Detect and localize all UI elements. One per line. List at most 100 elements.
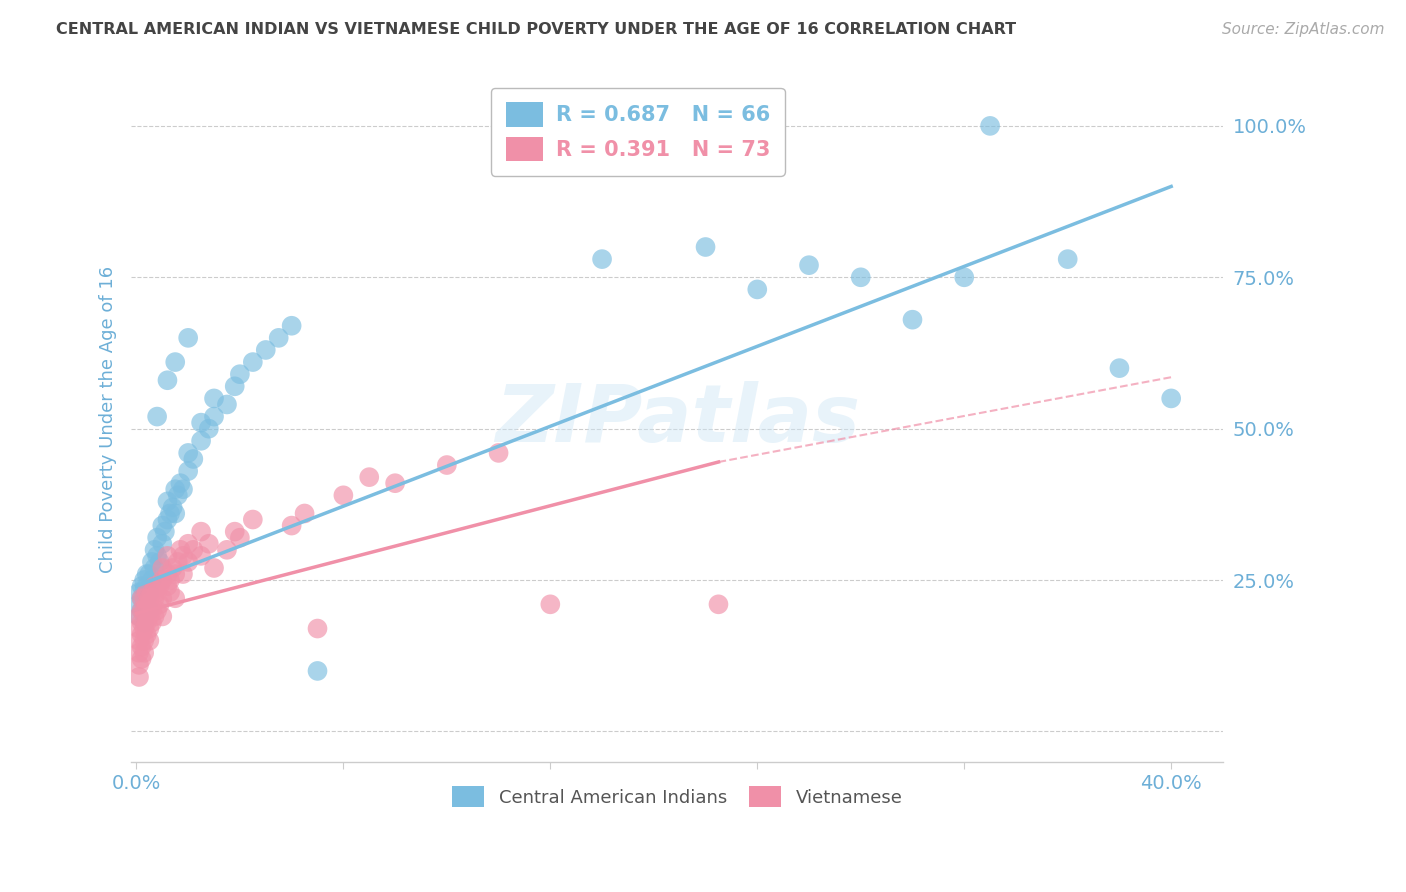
Point (384, 476, 406, 491)
Point (156, 567, 179, 582)
Point (150, 518, 173, 533)
Point (156, 579, 179, 593)
Point (162, 500, 184, 515)
Point (901, 312, 924, 326)
Point (177, 555, 200, 569)
Point (165, 355, 187, 369)
Point (138, 633, 160, 648)
Point (1056, 252, 1078, 266)
Point (128, 585, 150, 599)
Point (169, 542, 191, 557)
Point (1108, 361, 1130, 376)
Point (138, 622, 160, 636)
Point (143, 591, 166, 606)
Point (134, 603, 156, 617)
Point (150, 573, 173, 587)
Point (695, 240, 717, 254)
Point (177, 446, 200, 460)
Point (146, 585, 169, 599)
Point (159, 585, 181, 599)
Point (135, 579, 157, 593)
Point (131, 603, 153, 617)
Point (134, 615, 156, 630)
Point (215, 397, 238, 411)
Point (141, 603, 163, 617)
Point (150, 609, 173, 624)
Point (134, 585, 156, 599)
Point (169, 476, 191, 491)
Point (141, 615, 163, 630)
Point (138, 603, 160, 617)
Point (280, 318, 302, 333)
Point (134, 633, 156, 648)
Point (280, 518, 302, 533)
Point (198, 422, 221, 436)
Point (224, 524, 246, 539)
Point (591, 252, 613, 266)
Point (141, 573, 163, 587)
Point (134, 646, 156, 660)
Point (138, 567, 160, 582)
Point (131, 603, 153, 617)
Point (156, 512, 179, 526)
Point (707, 597, 730, 611)
Point (150, 561, 173, 575)
Point (131, 640, 153, 654)
Point (165, 591, 187, 606)
Point (202, 392, 225, 406)
Point (143, 579, 166, 593)
Point (229, 367, 252, 381)
Point (138, 591, 160, 606)
Point (190, 549, 212, 563)
Point (135, 627, 157, 641)
Point (150, 591, 173, 606)
Point (202, 561, 225, 575)
Legend: Central American Indians, Vietnamese: Central American Indians, Vietnamese (444, 779, 910, 814)
Point (979, 119, 1001, 133)
Point (131, 591, 153, 606)
Point (138, 585, 160, 599)
Point (146, 409, 169, 424)
Point (156, 494, 179, 508)
Point (254, 343, 277, 357)
Point (172, 482, 194, 496)
Point (215, 542, 238, 557)
Point (198, 537, 221, 551)
Point (149, 555, 172, 569)
Point (156, 549, 179, 563)
Point (190, 434, 212, 448)
Point (135, 615, 157, 630)
Point (135, 585, 157, 599)
Point (294, 507, 316, 521)
Point (166, 488, 188, 502)
Point (128, 633, 150, 648)
Point (172, 567, 194, 582)
Point (146, 549, 169, 563)
Point (128, 622, 150, 636)
Point (143, 561, 166, 575)
Point (242, 512, 264, 526)
Point (359, 470, 381, 484)
Y-axis label: Child Poverty Under the Age of 16: Child Poverty Under the Age of 16 (100, 266, 117, 574)
Point (797, 258, 820, 272)
Point (172, 549, 194, 563)
Point (267, 331, 290, 345)
Point (177, 537, 200, 551)
Point (190, 416, 212, 430)
Point (1160, 392, 1182, 406)
Point (131, 652, 153, 666)
Text: CENTRAL AMERICAN INDIAN VS VIETNAMESE CHILD POVERTY UNDER THE AGE OF 16 CORRELAT: CENTRAL AMERICAN INDIAN VS VIETNAMESE CH… (56, 22, 1017, 37)
Point (128, 657, 150, 672)
Point (146, 531, 169, 545)
Point (134, 597, 156, 611)
Point (141, 555, 163, 569)
Point (134, 591, 156, 606)
Point (436, 458, 458, 472)
Point (538, 597, 561, 611)
Point (229, 531, 252, 545)
Point (177, 331, 200, 345)
Point (138, 609, 160, 624)
Point (141, 585, 163, 599)
Point (153, 524, 176, 539)
Point (146, 603, 169, 617)
